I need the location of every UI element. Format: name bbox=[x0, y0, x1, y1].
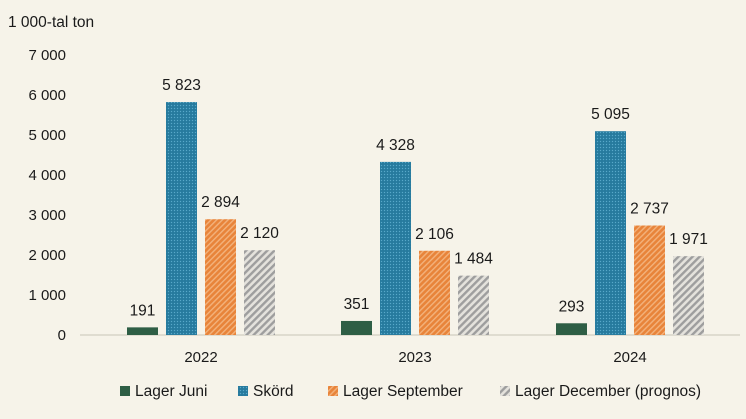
data-label: 2 106 bbox=[415, 226, 454, 243]
legend-label: Lager December (prognos) bbox=[515, 383, 701, 400]
data-label: 2 120 bbox=[240, 225, 279, 242]
data-label: 293 bbox=[559, 298, 585, 315]
bar-lager-juni-2023 bbox=[341, 320, 372, 335]
y-tick-label: 2 000 bbox=[28, 247, 66, 264]
x-axis: 2022 2023 2024 bbox=[184, 349, 646, 366]
legend-label: Lager September bbox=[343, 383, 463, 400]
y-tick-label: 0 bbox=[58, 327, 66, 344]
legend-label: Skörd bbox=[253, 383, 294, 400]
data-label: 5 095 bbox=[591, 106, 630, 123]
x-tick-label: 2024 bbox=[613, 349, 646, 366]
legend-item: Skörd bbox=[238, 383, 294, 400]
legend-swatch bbox=[120, 386, 130, 396]
bar-lager-september-2023 bbox=[419, 250, 450, 335]
legend-label: Lager Juni bbox=[135, 383, 207, 400]
legend-item: Lager September bbox=[328, 383, 463, 400]
bar-sk-rd-2022 bbox=[166, 102, 197, 335]
data-label: 2 737 bbox=[630, 201, 669, 218]
bar-lager-september-2022 bbox=[205, 219, 236, 335]
legend-swatch bbox=[238, 386, 248, 396]
y-tick-label: 6 000 bbox=[28, 87, 66, 104]
bar-lager-december-prognos-2022 bbox=[244, 250, 275, 335]
bar-lager-december-prognos-2023 bbox=[458, 275, 489, 335]
data-label: 5 823 bbox=[162, 77, 201, 94]
legend-swatch bbox=[500, 386, 510, 396]
data-label: 2 894 bbox=[201, 194, 240, 211]
y-tick-label: 5 000 bbox=[28, 127, 66, 144]
y-tick-label: 3 000 bbox=[28, 207, 66, 224]
y-tick-label: 7 000 bbox=[28, 47, 66, 64]
data-label: 4 328 bbox=[376, 137, 415, 154]
y-tick-label: 4 000 bbox=[28, 167, 66, 184]
y-tick-label: 1 000 bbox=[28, 287, 66, 304]
x-tick-label: 2022 bbox=[184, 349, 217, 366]
bar-lager-december-prognos-2024 bbox=[673, 256, 704, 335]
legend: Lager Juni Skörd Lager September Lager Dece… bbox=[120, 383, 701, 400]
bar-lager-juni-2024 bbox=[556, 323, 587, 335]
data-label: 351 bbox=[344, 296, 370, 313]
bar-lager-september-2024 bbox=[634, 225, 665, 335]
bar-sk-rd-2023 bbox=[380, 161, 411, 335]
x-tick-label: 2023 bbox=[398, 349, 431, 366]
y-axis: 0 1 000 2 000 3 000 4 000 5 000 6 000 7 000 bbox=[28, 47, 66, 344]
legend-swatch bbox=[328, 386, 338, 396]
bar-lager-juni-2022 bbox=[127, 327, 158, 335]
legend-item: Lager Juni bbox=[120, 383, 207, 400]
legend-item: Lager December (prognos) bbox=[500, 383, 701, 400]
data-label: 1 971 bbox=[669, 231, 708, 248]
data-label: 1 484 bbox=[454, 251, 493, 268]
y-axis-unit-label: 1 000-tal ton bbox=[8, 14, 94, 31]
data-label: 191 bbox=[130, 302, 156, 319]
bar-sk-rd-2024 bbox=[595, 131, 626, 335]
